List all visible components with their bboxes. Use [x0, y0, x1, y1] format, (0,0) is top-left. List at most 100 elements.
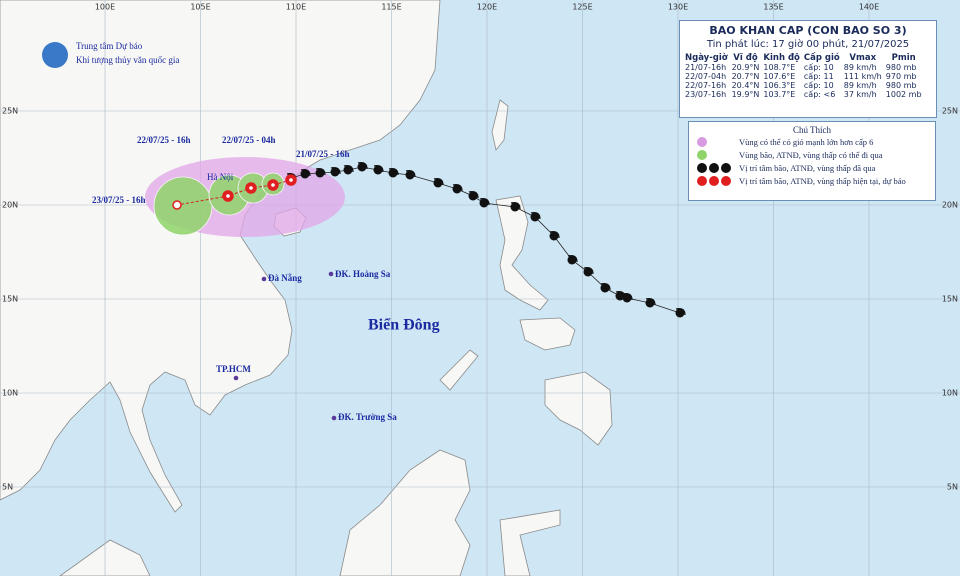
org-name: Khí tượng thủy văn quốc gia [76, 55, 179, 65]
legend-row: Vùng bão, ATNĐ, vùng thấp có thể đi qua [697, 148, 935, 161]
lat-label: 10N [2, 389, 18, 398]
place-label: 23/07/25 - 16h [92, 195, 146, 205]
past-position [530, 212, 540, 222]
table-cell: 980 mb [885, 63, 917, 72]
column-header: Vmax [849, 53, 877, 63]
lat-label: 5N [2, 483, 13, 492]
org-name: Trung tâm Dự báo [76, 41, 143, 51]
table-cell: 1002 mb [885, 90, 922, 99]
table-cell: 980 mb [885, 81, 917, 90]
place-dot [328, 271, 334, 277]
lon-label: 115E [381, 3, 401, 12]
lon-label: 120E [477, 3, 497, 12]
place-dot [261, 276, 267, 282]
lat-label: 20N [942, 201, 958, 210]
place-label: 22/07/25 - 04h [222, 135, 276, 145]
past-position [433, 178, 443, 188]
legend-text: Vị trí tâm bão, ATNĐ, vùng thấp đã qua [739, 162, 876, 173]
past-position [549, 231, 559, 241]
past-position [452, 184, 462, 194]
past-track-line [290, 166, 681, 314]
storm-swirl [583, 267, 594, 275]
bulletin-table: Ngày-giờ Vĩ độ Kinh độ Cấp gió Vmax Pmin 21/07… [683, 53, 924, 99]
table-cell: 19.9°N [731, 90, 760, 99]
past-position [510, 202, 520, 212]
table-cell: cấp: 11 [803, 72, 834, 81]
logo [42, 42, 68, 68]
cone-circle [153, 176, 213, 236]
past-position [315, 168, 325, 178]
past-position [373, 165, 383, 175]
place-label: Hà Nội [207, 172, 234, 182]
table-cell: 20.7°N [731, 72, 760, 81]
luzon [495, 195, 549, 311]
storm-swirl [479, 198, 490, 206]
lon-label: 125E [572, 3, 592, 12]
table-cell: 23/07-16h [685, 90, 727, 99]
table-cell: 970 mb [885, 72, 917, 81]
forecast-eye [271, 183, 275, 187]
table-cell: 21/07-16h [685, 63, 727, 72]
past-position [645, 298, 655, 308]
table-cell: 20.4°N [731, 81, 760, 90]
bulletin-title: BAO KHAN CAP (CON BAO SO 3) [709, 24, 907, 37]
table-cell: 20.9°N [731, 63, 760, 72]
legend-swatch [709, 175, 719, 186]
past-position [300, 169, 310, 179]
place-dot [331, 415, 337, 421]
column-header: Ngày-giờ [685, 53, 728, 63]
place-label: 22/07/25 - 16h [137, 135, 191, 145]
table-cell: 22/07-16h [685, 81, 727, 90]
lon-label: 110E [286, 3, 306, 12]
forecast-position [172, 200, 182, 210]
table-row: 22/07-04h 20.7°N 107.6°E cấp: 11 111 km/h 970… [683, 72, 924, 81]
table-header: Ngày-giờ Vĩ độ Kinh độ Cấp gió Vmax Pmin [683, 53, 924, 63]
past-position [357, 162, 367, 172]
column-header: Cấp gió [803, 53, 840, 63]
mindanao [544, 371, 613, 446]
legend-icon [697, 175, 739, 186]
storm-swirl [343, 165, 354, 173]
lon-label: 100E [95, 3, 115, 12]
table-cell: 37 km/h [843, 90, 877, 99]
past-position [405, 170, 415, 180]
taiwan [491, 99, 509, 151]
lon-label: 105E [190, 3, 210, 12]
storm-swirl [675, 308, 686, 316]
legend-swatch [697, 175, 707, 186]
lon-label: 140E [859, 3, 879, 12]
storm-swirl [330, 167, 341, 175]
place-label: TP.HCM [216, 364, 251, 374]
storm-track: 22/07/25 - 16h 22/07/25 - 04h 21/07/25 - 1… [42, 41, 686, 422]
past-position [675, 308, 685, 318]
legend-swatch [697, 162, 707, 173]
place-label: Đà Nẵng [268, 273, 302, 283]
visayas [519, 317, 576, 351]
storm-swirl [433, 178, 444, 186]
lon-label: 130E [668, 3, 688, 12]
table-row: 22/07-16h 20.4°N 106.3°E cấp: 10 89 km/h 980 … [683, 81, 924, 90]
place-dot [233, 375, 239, 381]
lon-label: 135E [763, 3, 783, 12]
legend-icon [697, 162, 739, 173]
column-header: Vĩ độ [733, 53, 758, 63]
past-position [343, 165, 353, 175]
storm-swirl [615, 291, 626, 299]
storm-swirl [452, 184, 463, 192]
sulawesi [499, 509, 561, 576]
past-position [479, 198, 489, 208]
legend-icon [697, 149, 739, 160]
table-cell: cấp: 10 [803, 63, 834, 72]
lat-label: 10N [942, 389, 958, 398]
mainland [0, 0, 441, 513]
legend-text: Vùng bão, ATNĐ, vùng thấp có thể đi qua [739, 149, 883, 160]
legend-text: Vùng có thể có gió mạnh lớn hơn cấp 6 [739, 136, 874, 147]
past-position [388, 168, 398, 178]
table-cell: cấp: 10 [803, 81, 834, 90]
storm-swirl [357, 162, 368, 170]
legend-items: Vùng có thể có gió mạnh lớn hơn cấp 6 Vùn… [689, 135, 935, 187]
table-cell: 22/07-04h [685, 72, 727, 81]
table-cell: 89 km/h [843, 81, 877, 90]
